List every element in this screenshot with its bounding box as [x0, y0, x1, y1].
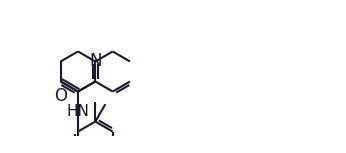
Text: HN: HN	[66, 104, 89, 119]
Text: O: O	[54, 87, 67, 105]
Text: N: N	[89, 52, 102, 71]
